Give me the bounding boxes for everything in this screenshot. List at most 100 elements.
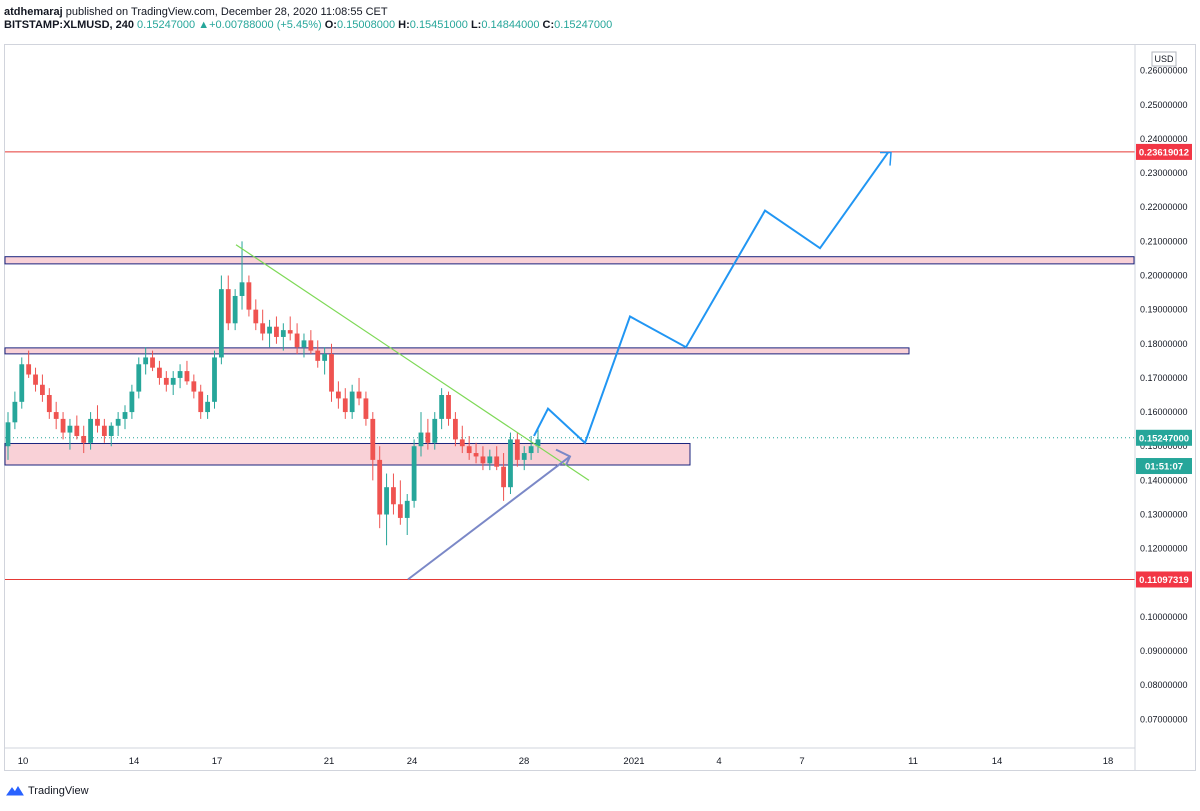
candle-body (487, 456, 493, 464)
candle-body (26, 364, 32, 375)
price-tick-label: 0.22000000 (1140, 202, 1188, 212)
high-label: H: (398, 19, 410, 31)
candle-body (136, 364, 142, 392)
candle-body (150, 357, 155, 368)
tradingview-logo-icon (6, 786, 24, 796)
candle-body (115, 418, 121, 426)
price-axis[interactable]: USD 0.26000000 0.25000000 0.24000000 0.23000… (1134, 45, 1192, 771)
time-tick-label: 21 (324, 756, 335, 767)
candle-body (514, 439, 520, 460)
time-axis[interactable]: 10 14 17 21 24 28 2021 4 7 11 14 18 (5, 747, 1135, 767)
candle-body (205, 401, 211, 413)
candle-body (239, 282, 245, 296)
candle-body (501, 466, 506, 488)
price-label: 0.23619012 (1139, 147, 1189, 158)
author-name[interactable]: atdhemaraj (4, 6, 63, 18)
time-tick-label: 4 (716, 756, 721, 767)
candle-body (67, 425, 73, 433)
close-value: 0.15247000 (554, 19, 613, 31)
triangle-up-icon: ▲ (198, 19, 210, 31)
candle-body (404, 500, 410, 518)
footer-brand[interactable]: TradingView (28, 785, 89, 797)
candle-body (535, 439, 541, 447)
projection-arrowhead (880, 151, 892, 166)
time-tick-label: 28 (519, 756, 530, 767)
candle-body (12, 401, 18, 423)
price-tick-label: 0.24000000 (1140, 134, 1188, 144)
time-tick-label: 2021 (623, 756, 644, 767)
candle-body (40, 384, 45, 395)
candle-body (459, 439, 465, 447)
candle-body (60, 418, 66, 433)
price-tick-label: 0.13000000 (1140, 510, 1188, 520)
candle-body (267, 326, 272, 334)
candle-body (370, 418, 376, 460)
zone-0 (4, 256, 1135, 265)
time-tick-label: 24 (407, 756, 418, 767)
candle-body (163, 377, 169, 385)
time-tick-label: 14 (129, 756, 140, 767)
price-tick-label: 0.12000000 (1140, 544, 1188, 554)
candle-body (342, 398, 348, 413)
currency-label: USD (1154, 54, 1174, 64)
candle-body (425, 432, 431, 443)
candle-body (322, 354, 328, 361)
candle-body (418, 432, 424, 447)
price-label: 01:51:07 (1145, 462, 1183, 473)
candle-body (53, 412, 59, 419)
candle-body (108, 425, 114, 436)
candle-body (101, 425, 107, 436)
low-value: 0.14844000 (481, 19, 540, 31)
candle-body (246, 282, 252, 310)
candle-body (315, 350, 321, 361)
candle-body (46, 395, 52, 413)
chart-header: atdhemaraj published on TradingView.com,… (4, 6, 612, 32)
candle-body (88, 418, 93, 443)
candle-body (33, 374, 38, 385)
price-tick-label: 0.17000000 (1140, 373, 1188, 383)
candle-body (5, 422, 11, 447)
price-tick-label: 0.09000000 (1140, 646, 1188, 656)
low-label: L: (470, 19, 482, 31)
candle-body (349, 391, 355, 413)
price-label: 0.11097319 (1139, 575, 1189, 586)
time-tick-label: 18 (1103, 756, 1114, 767)
candle-body (253, 309, 259, 324)
candle-body (184, 371, 190, 382)
candle-body (439, 395, 445, 419)
candle-body (301, 340, 307, 348)
candle-body (81, 435, 87, 443)
price-label-bg (1136, 429, 1192, 446)
candle-body (308, 340, 314, 351)
candle-body (225, 289, 231, 324)
trendlines (235, 244, 590, 581)
support-trendline (407, 455, 571, 581)
currency-box (1151, 51, 1177, 67)
time-tick-label: 14 (992, 756, 1003, 767)
symbol-label[interactable]: BITSTAMP:XLMUSD, 240 (4, 19, 134, 31)
candle-body (19, 364, 25, 402)
price-tick-label: 0.08000000 (1140, 680, 1188, 690)
price-label: 0.15247000 (1139, 433, 1189, 444)
candle-body (198, 391, 204, 413)
time-tick-label: 17 (212, 756, 223, 767)
price-tick-label: 0.15000000 (1140, 441, 1188, 451)
candle-body (473, 453, 479, 457)
candle-body (356, 391, 362, 399)
candle-body (446, 395, 451, 419)
candle-body (232, 295, 238, 324)
candle-body (157, 367, 162, 378)
candle-body (191, 381, 197, 392)
zone-2 (4, 442, 691, 466)
candle-body (480, 456, 486, 464)
candle-body (432, 418, 438, 443)
candle-body (74, 425, 80, 436)
candle-body (170, 377, 176, 385)
price-label-bg (1136, 571, 1192, 588)
candle-body (95, 418, 100, 426)
candle-body (508, 439, 513, 488)
candle-body (143, 357, 149, 365)
zones (4, 256, 1135, 466)
candle-body (391, 487, 396, 505)
